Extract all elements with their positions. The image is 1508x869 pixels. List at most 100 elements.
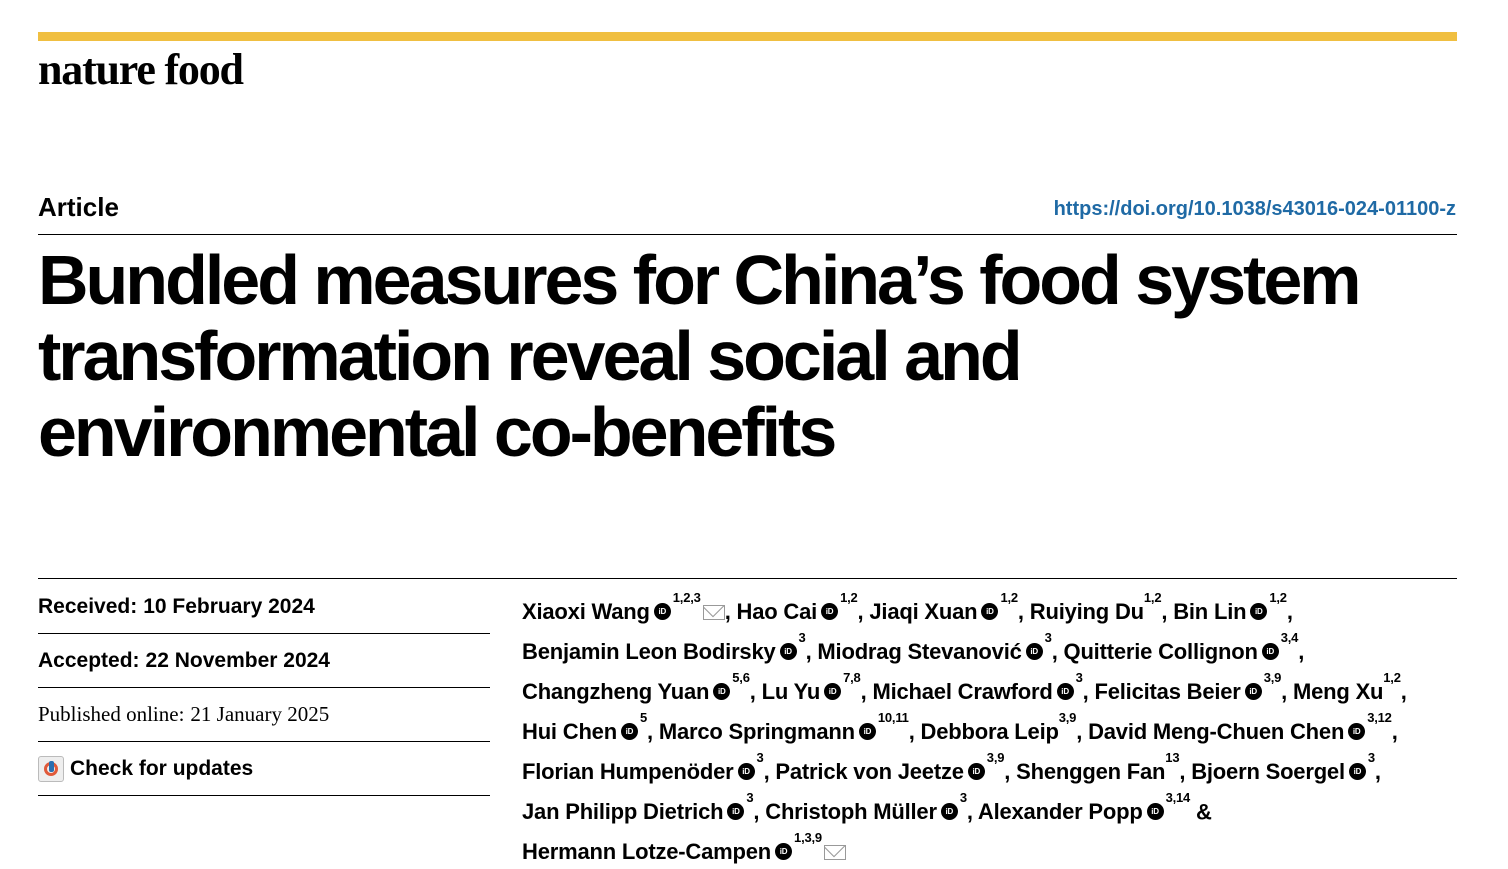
author-name[interactable]: Bin Lin — [1173, 599, 1247, 625]
author[interactable]: Changzheng Yuan5,6, — [522, 670, 756, 705]
author[interactable]: Miodrag Stevanović3, — [817, 630, 1057, 665]
author[interactable]: Hermann Lotze-Campen 1,3,9 — [522, 830, 846, 864]
affiliation-numbers[interactable]: 5,6 — [732, 669, 750, 685]
affiliation-numbers[interactable]: 3,9 — [1058, 709, 1077, 725]
affiliation-numbers[interactable]: 3 — [1044, 629, 1052, 645]
author[interactable]: Michael Crawford3, — [872, 670, 1088, 705]
affiliation-numbers[interactable]: 7,8 — [843, 669, 861, 685]
orcid-icon[interactable] — [779, 642, 797, 660]
author-name[interactable]: Christoph Müller — [765, 798, 937, 824]
author-name[interactable]: Patrick von Jeetze — [775, 759, 964, 785]
orcid-icon[interactable] — [1348, 762, 1366, 780]
author[interactable]: Christoph Müller3, — [765, 790, 973, 824]
author-name[interactable]: Marco Springmann — [658, 719, 855, 745]
orcid-icon[interactable] — [1056, 682, 1074, 700]
orcid-icon[interactable] — [727, 802, 745, 820]
affiliation-numbers[interactable]: 1,2 — [840, 590, 858, 605]
author[interactable]: Alexander Popp 3,14 — [977, 790, 1190, 824]
affiliation-numbers[interactable]: 3 — [798, 629, 806, 645]
orcid-icon[interactable] — [1348, 722, 1366, 740]
affiliation-numbers[interactable]: 3,9 — [1263, 669, 1282, 685]
author-name[interactable]: Shenggen Fan — [1016, 759, 1166, 785]
affiliation-numbers[interactable]: 1,2 — [1269, 590, 1287, 605]
affiliation-numbers[interactable]: 1,2 — [1143, 590, 1162, 605]
author-name[interactable]: Alexander Popp — [977, 798, 1143, 824]
author-name[interactable]: Xiaoxi Wang — [522, 599, 650, 625]
affiliation-numbers[interactable]: 3,9 — [986, 749, 1005, 765]
author[interactable]: Hao Cai1,2, — [736, 590, 864, 625]
email-icon[interactable] — [823, 844, 846, 860]
check-for-updates-button[interactable]: Check for updates — [38, 742, 490, 796]
affiliation-numbers[interactable]: 3 — [1075, 669, 1083, 685]
orcid-icon[interactable] — [824, 682, 842, 700]
author-name[interactable]: Lu Yu — [761, 679, 821, 705]
author[interactable]: Bjoern Soergel3, — [1191, 750, 1381, 785]
author[interactable]: Shenggen Fan13, — [1016, 749, 1186, 785]
author[interactable]: Bin Lin1,2, — [1173, 590, 1293, 625]
affiliation-numbers[interactable]: 3,4 — [1280, 629, 1299, 645]
orcid-icon[interactable] — [981, 603, 999, 621]
orcid-icon[interactable] — [1250, 603, 1268, 621]
author-name[interactable]: David Meng-Chuen Chen — [1088, 719, 1345, 745]
orcid-icon[interactable] — [821, 603, 839, 621]
author[interactable]: Xiaoxi Wang1,2,3, — [522, 590, 731, 625]
author[interactable]: Debbora Leip3,9, — [920, 709, 1083, 745]
author[interactable]: Meng Xu1,2, — [1293, 669, 1407, 705]
author-name[interactable]: Florian Humpenöder — [522, 759, 734, 785]
author-name[interactable]: Hao Cai — [736, 599, 818, 625]
author[interactable]: Quitterie Collignon3,4, — [1063, 630, 1305, 665]
affiliation-numbers[interactable]: 3 — [959, 789, 967, 805]
author-name[interactable]: Felicitas Beier — [1094, 679, 1241, 705]
author-name[interactable]: Debbora Leip — [920, 719, 1059, 745]
affiliation-numbers[interactable]: 1,2 — [1383, 669, 1401, 685]
author[interactable]: Jiaqi Xuan1,2, — [869, 590, 1024, 625]
journal-logo[interactable]: nature food — [38, 45, 244, 94]
author-name[interactable]: Hui Chen — [522, 719, 617, 745]
author[interactable]: Felicitas Beier3,9, — [1094, 670, 1287, 705]
author[interactable]: Marco Springmann10,11, — [658, 710, 915, 745]
author-name[interactable]: Changzheng Yuan — [522, 679, 710, 705]
affiliation-numbers[interactable]: 3 — [746, 789, 754, 805]
author[interactable]: Jan Philipp Dietrich3, — [522, 790, 760, 824]
author-name[interactable]: Quitterie Collignon — [1063, 639, 1258, 665]
author[interactable]: Florian Humpenöder3, — [522, 750, 770, 785]
orcid-icon[interactable] — [713, 682, 731, 700]
author-name[interactable]: Miodrag Stevanović — [817, 639, 1022, 665]
author-name[interactable]: Michael Crawford — [872, 679, 1053, 705]
orcid-icon[interactable] — [940, 802, 958, 820]
author-name[interactable]: Jiaqi Xuan — [869, 599, 978, 625]
author-name[interactable]: Meng Xu — [1293, 679, 1384, 705]
orcid-icon[interactable] — [1146, 802, 1164, 820]
email-icon[interactable] — [702, 605, 725, 621]
orcid-icon[interactable] — [858, 722, 876, 740]
author[interactable]: Benjamin Leon Bodirsky3, — [522, 630, 812, 665]
orcid-icon[interactable] — [1025, 642, 1043, 660]
author-name[interactable]: Bjoern Soergel — [1191, 759, 1345, 785]
affiliation-numbers[interactable]: 3 — [756, 749, 764, 765]
author[interactable]: Patrick von Jeetze3,9, — [775, 750, 1010, 785]
affiliation-numbers[interactable]: 5 — [639, 709, 647, 725]
author-name[interactable]: Jan Philipp Dietrich — [522, 798, 724, 824]
orcid-icon[interactable] — [1261, 642, 1279, 660]
orcid-icon[interactable] — [1244, 682, 1262, 700]
author-name[interactable]: Ruiying Du — [1029, 599, 1144, 625]
orcid-icon[interactable] — [653, 603, 671, 621]
author[interactable]: Ruiying Du1,2, — [1029, 590, 1168, 625]
affiliation-numbers[interactable]: 1,2 — [1000, 590, 1018, 605]
author-name[interactable]: Hermann Lotze-Campen — [522, 838, 772, 864]
affiliation-numbers[interactable]: 3,12 — [1367, 709, 1392, 725]
affiliation-numbers[interactable]: 13 — [1165, 749, 1180, 765]
doi-link[interactable]: https://doi.org/10.1038/s43016-024-01100… — [1053, 198, 1456, 220]
author-name[interactable]: Benjamin Leon Bodirsky — [522, 639, 776, 665]
orcid-icon[interactable] — [620, 722, 638, 740]
affiliation-numbers[interactable]: 3 — [1367, 749, 1375, 765]
author[interactable]: Lu Yu7,8, — [761, 670, 867, 705]
orcid-icon[interactable] — [775, 842, 793, 860]
affiliation-numbers[interactable]: 1,2,3 — [672, 590, 701, 605]
affiliation-numbers[interactable]: 3,14 — [1165, 789, 1191, 805]
author[interactable]: Hui Chen5, — [522, 710, 653, 745]
affiliation-numbers[interactable]: 1,3,9 — [794, 829, 822, 845]
affiliation-numbers[interactable]: 10,11 — [877, 709, 909, 725]
author[interactable]: David Meng-Chuen Chen3,12, — [1088, 710, 1398, 745]
orcid-icon[interactable] — [967, 762, 985, 780]
